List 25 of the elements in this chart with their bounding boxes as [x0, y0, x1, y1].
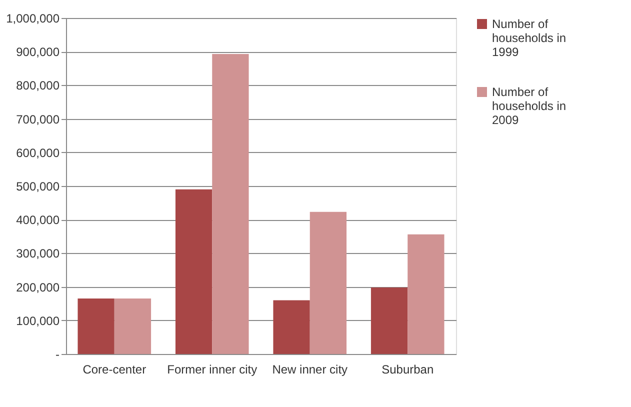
x-tick-label: New inner city: [272, 362, 348, 376]
bar: [212, 54, 249, 354]
y-tick-label: -: [56, 348, 60, 362]
x-tick-label: Former inner city: [167, 362, 258, 376]
legend-label: Number of households in 1999: [492, 17, 566, 59]
y-tick-label: 500,000: [16, 180, 60, 194]
legend-label: Number of households in 2009: [492, 85, 566, 127]
y-tick-label: 600,000: [16, 146, 60, 160]
y-tick-label: 300,000: [16, 246, 60, 261]
bar: [310, 212, 347, 354]
bar: [175, 189, 212, 354]
y-tick-label: 700,000: [16, 112, 60, 126]
bar: [78, 298, 114, 354]
y-tick-label: 1,000,000: [6, 12, 60, 26]
y-tick-label: 400,000: [16, 213, 60, 228]
y-tick-label: 100,000: [16, 314, 60, 328]
x-tick-label: Core-center: [82, 362, 146, 376]
bar: [273, 300, 310, 354]
x-tick-label: Suburban: [382, 362, 434, 376]
bar: [114, 298, 152, 354]
bar: [370, 287, 408, 354]
y-tick-label: 200,000: [16, 280, 60, 294]
bar: [408, 234, 444, 354]
y-tick-label: 900,000: [16, 45, 60, 60]
y-tick-label: 800,000: [16, 78, 60, 93]
